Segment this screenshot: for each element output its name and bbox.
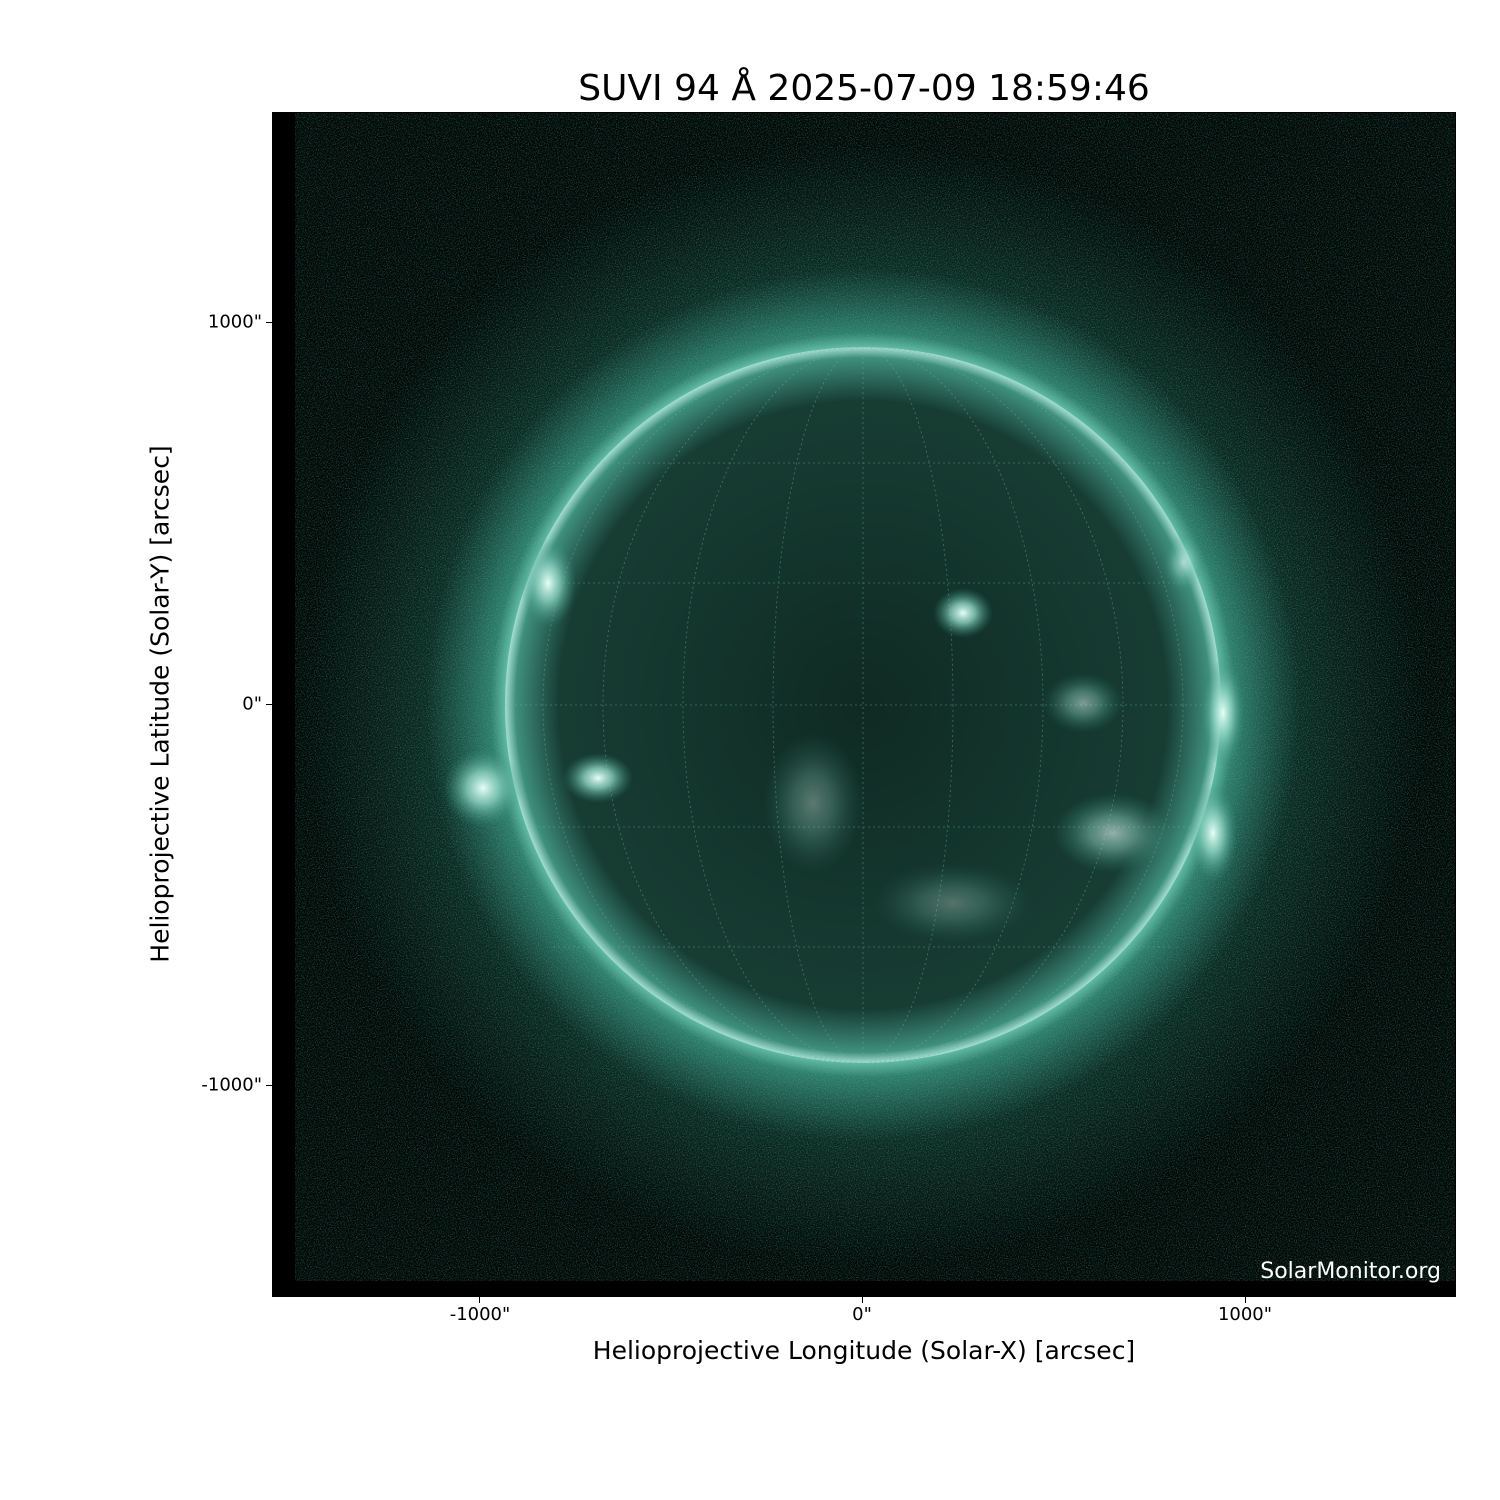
y-tick-label: 1000" xyxy=(207,311,262,333)
x-tick-mark xyxy=(1245,1297,1246,1303)
plot-title: SUVI 94 Å 2025-07-09 18:59:46 xyxy=(578,68,1150,109)
x-tick-label: -1000" xyxy=(449,1304,511,1325)
x-tick-mark xyxy=(479,1297,480,1303)
x-tick-label: 1000" xyxy=(1217,1304,1273,1325)
y-tick-mark xyxy=(266,1085,272,1086)
y-tick-mark xyxy=(266,704,272,705)
x-tick-mark xyxy=(862,1297,863,1303)
sun-image xyxy=(273,113,1455,1296)
y-axis-label: Helioprojective Latitude (Solar-Y) [arcs… xyxy=(145,445,175,963)
watermark: SolarMonitor.org xyxy=(1260,1259,1441,1284)
solar-disk xyxy=(505,347,1221,1063)
y-tick-mark xyxy=(266,322,272,323)
x-axis-label: Helioprojective Longitude (Solar-X) [arc… xyxy=(592,1336,1136,1365)
solar-image-panel: SolarMonitor.org xyxy=(272,112,1456,1297)
y-tick-label: 0" xyxy=(242,693,262,715)
active-regions xyxy=(443,533,1245,943)
left-border-strip xyxy=(273,113,295,1296)
y-tick-label: -1000" xyxy=(201,1074,262,1096)
x-tick-label: 0" xyxy=(852,1304,872,1325)
bottom-border-strip xyxy=(273,1281,1455,1296)
